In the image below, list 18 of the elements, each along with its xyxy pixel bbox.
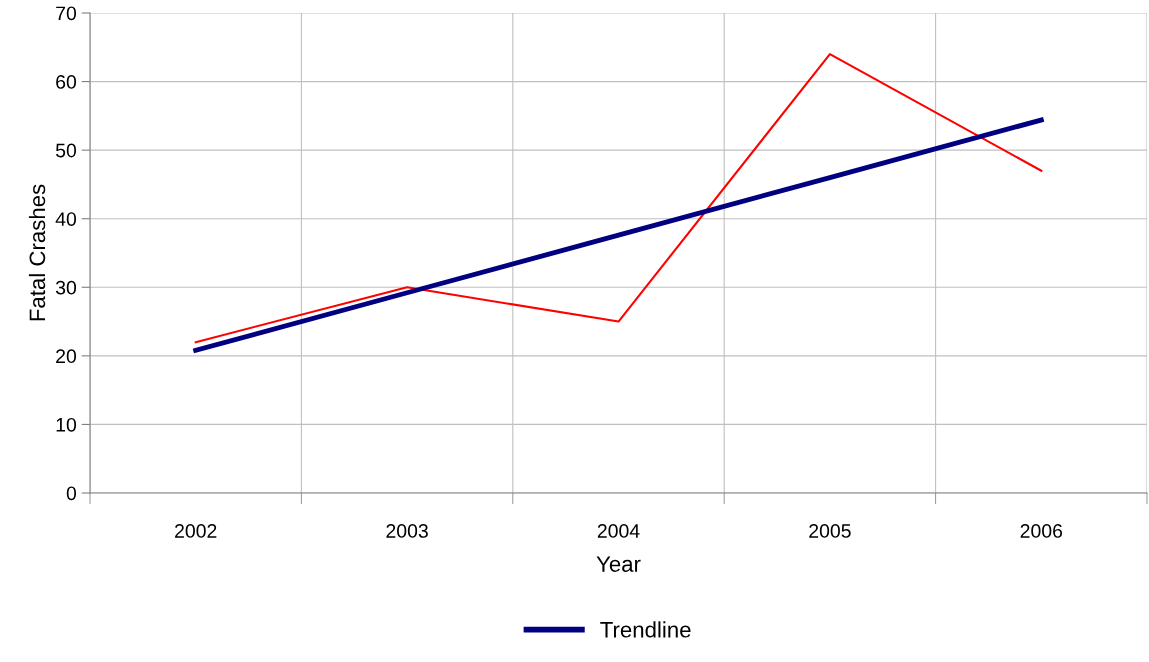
y-tick-label: 10 [56,417,77,432]
x-axis-title: Year [596,556,641,572]
y-tick-label: 20 [56,349,77,364]
x-tick-label: 2004 [597,524,640,538]
x-tick-label: 2005 [809,524,851,538]
y-tick-label: 50 [55,143,77,158]
line-series [193,117,1044,353]
line-series [194,53,1043,344]
x-tick-label: 2006 [1020,524,1063,538]
y-tick-label: 0 [66,486,77,501]
legend-label: Trendline [600,621,691,638]
y-tick-label: 70 [56,6,77,21]
x-tick-label: 2003 [386,524,428,538]
y-axis-title: Fatal Crashes [28,184,46,321]
x-tick-label: 2002 [175,524,217,538]
y-tick-label: 40 [55,212,77,226]
y-tick-label: 30 [55,280,77,295]
y-tick-label: 60 [56,75,77,89]
